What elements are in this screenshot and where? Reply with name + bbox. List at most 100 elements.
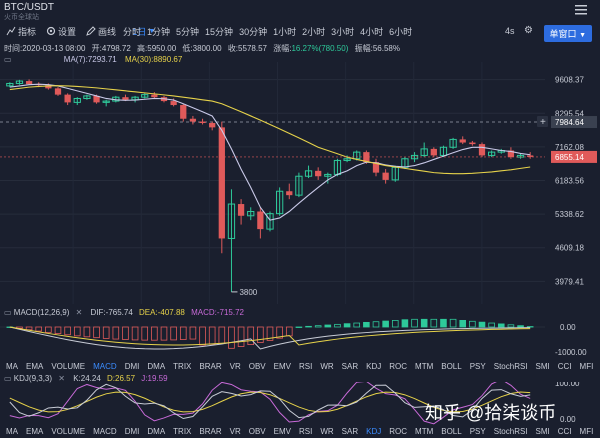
top-tab-macd[interactable]: MACD [93, 362, 117, 371]
candle [257, 207, 264, 239]
top-tab-mtm[interactable]: MTM [415, 362, 434, 371]
kdj-axis-label: 0.00 [560, 415, 576, 424]
top-tab-boll[interactable]: BOLL [441, 362, 462, 371]
bottom-tab-wr[interactable]: WR [320, 427, 334, 436]
bottom-tab-sar[interactable]: SAR [341, 427, 359, 436]
bottom-tab-volume[interactable]: VOLUME [51, 427, 86, 436]
macd-bar [401, 319, 409, 328]
bottom-tab-mfi[interactable]: MFI [579, 427, 594, 436]
pair-title[interactable]: BTC/USDT [4, 2, 54, 13]
draw-button[interactable]: 画线 [86, 25, 116, 38]
macd-value: -715.72 [216, 308, 244, 317]
candle [420, 142, 428, 158]
bottom-tab-brar[interactable]: BRAR [199, 427, 222, 436]
macd-bar [497, 323, 505, 328]
ma-settings-icon[interactable]: ▭ [4, 55, 12, 64]
top-tab-trix[interactable]: TRIX [173, 362, 192, 371]
bottom-tab-macd[interactable]: MACD [93, 427, 117, 436]
top-tab-cci[interactable]: CCI [557, 362, 572, 371]
bottom-tab-rsi[interactable]: RSI [299, 427, 313, 436]
kdj-chart[interactable]: 100.00 0.00 [0, 382, 600, 426]
top-tab-obv[interactable]: OBV [248, 362, 266, 371]
svg-text:6855.14: 6855.14 [555, 153, 584, 162]
top-tab-kdj[interactable]: KDJ [366, 362, 382, 371]
interval-5[interactable]: 1小时 [273, 27, 297, 37]
interval-7[interactable]: 3小时 [331, 27, 355, 37]
low-value: 3800.00 [192, 44, 222, 53]
panel-close-icon[interactable]: ✕ [75, 308, 83, 317]
candle [209, 121, 216, 131]
top-tab-ema[interactable]: EMA [26, 362, 44, 371]
bottom-tab-obv[interactable]: OBV [248, 427, 266, 436]
top-tab-dmi[interactable]: DMI [124, 362, 140, 371]
interval-4[interactable]: 30分钟 [239, 27, 268, 37]
top-tab-sar[interactable]: SAR [341, 362, 359, 371]
macd-bar [151, 326, 158, 341]
chart-settings-icon[interactable]: ⚙ [524, 25, 533, 36]
macd-bar [228, 326, 235, 349]
top-tab-volume[interactable]: VOLUME [51, 362, 86, 371]
indicators-button[interactable]: 指标 [6, 25, 36, 38]
bottom-tab-roc[interactable]: ROC [389, 427, 408, 436]
top-tab-roc[interactable]: ROC [389, 362, 408, 371]
price-axis-label: 7162.08 [555, 143, 584, 152]
candle [516, 153, 525, 159]
top-tab-stochrsi[interactable]: StochRSI [493, 362, 528, 371]
candle [102, 99, 110, 107]
interval-select[interactable]: 1日 ▼ [132, 25, 155, 38]
bottom-tab-psy[interactable]: PSY [469, 427, 486, 436]
panel-settings-icon[interactable]: ▭ [4, 308, 12, 317]
interval-2[interactable]: 5分钟 [176, 27, 200, 37]
bottom-tab-dma[interactable]: DMA [147, 427, 166, 436]
refresh-interval[interactable]: 4s [505, 26, 515, 36]
k-label: K: [73, 374, 81, 383]
bottom-tab-vr[interactable]: VR [229, 427, 241, 436]
top-tab-smi[interactable]: SMI [535, 362, 550, 371]
interval-1[interactable]: 1分钟 [147, 27, 171, 37]
bottom-tab-stochrsi[interactable]: StochRSI [493, 427, 528, 436]
bottom-tab-boll[interactable]: BOLL [441, 427, 462, 436]
top-tab-psy[interactable]: PSY [469, 362, 486, 371]
add-alert-icon[interactable]: + [537, 116, 548, 128]
price-chart[interactable]: 9608.37 8295.54 7162.08 6183.56 5338.62 4609.… [0, 62, 600, 304]
bottom-tab-mtm[interactable]: MTM [415, 427, 434, 436]
macd-bar [305, 325, 312, 328]
top-tab-wr[interactable]: WR [320, 362, 334, 371]
menu-icon[interactable] [575, 4, 589, 16]
bottom-tab-kdj[interactable]: KDJ [366, 427, 382, 436]
candle [449, 137, 457, 149]
interval-0[interactable]: 分时 [123, 27, 142, 37]
interval-6[interactable]: 2小时 [302, 27, 326, 37]
macd-chart[interactable]: 0.00 -1000.00 [0, 317, 600, 357]
panel-close-icon[interactable]: ✕ [58, 374, 65, 383]
macd-bar [517, 325, 524, 328]
indicator-icon [6, 26, 16, 36]
top-tab-emv[interactable]: EMV [273, 362, 291, 371]
top-tab-mfi[interactable]: MFI [579, 362, 594, 371]
top-tab-vr[interactable]: VR [229, 362, 241, 371]
panel-settings-icon[interactable]: ▭ [4, 374, 12, 383]
open-label: 开: [91, 44, 102, 53]
bottom-tab-ema[interactable]: EMA [26, 427, 44, 436]
candle [180, 103, 187, 122]
top-tab-brar[interactable]: BRAR [199, 362, 222, 371]
bottom-tab-smi[interactable]: SMI [535, 427, 550, 436]
bottom-tab-dmi[interactable]: DMI [124, 427, 140, 436]
settings-button[interactable]: 设置 [46, 25, 76, 38]
top-tab-rsi[interactable]: RSI [299, 362, 313, 371]
price-axis-label: 9608.37 [555, 76, 584, 85]
interval-3[interactable]: 15分钟 [205, 27, 234, 37]
bottom-tab-ma[interactable]: MA [6, 427, 18, 436]
top-tab-ma[interactable]: MA [6, 362, 18, 371]
window-mode-button[interactable]: 单窗口 ▼ [543, 25, 592, 42]
bottom-tab-trix[interactable]: TRIX [173, 427, 192, 436]
divider: | [124, 26, 127, 36]
candle [15, 79, 24, 85]
bottom-tab-emv[interactable]: EMV [273, 427, 291, 436]
interval-9[interactable]: 6小时 [389, 27, 413, 37]
amplitude-label: 振幅: [354, 44, 373, 53]
bottom-tab-cci[interactable]: CCI [557, 427, 572, 436]
top-tab-dma[interactable]: DMA [147, 362, 166, 371]
macd-bar [382, 320, 389, 328]
interval-8[interactable]: 4小时 [360, 27, 384, 37]
